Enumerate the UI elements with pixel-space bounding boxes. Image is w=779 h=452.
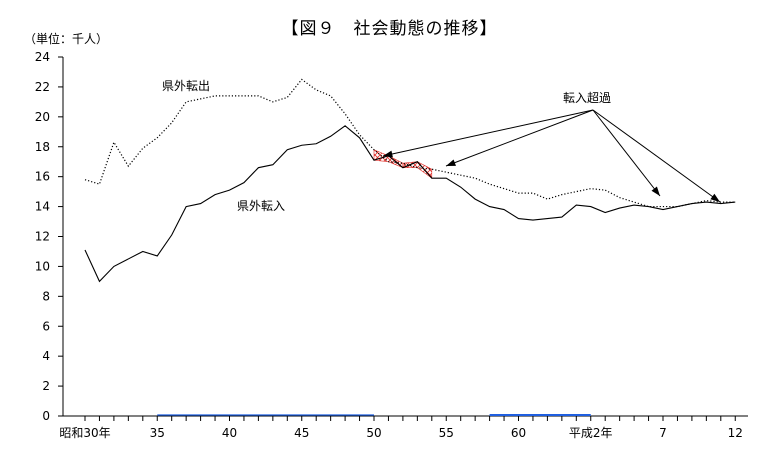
y-tick-label: 16	[35, 170, 50, 184]
y-tick-label: 8	[42, 289, 50, 303]
annotation-arrow	[382, 109, 594, 157]
arrow-head	[710, 193, 720, 202]
series-label-outflow: 県外転出	[162, 79, 210, 93]
series-line	[84, 78, 736, 208]
x-tick-label: 35	[150, 426, 165, 440]
y-tick-label: 22	[35, 80, 50, 94]
y-tick-label: 2	[42, 379, 50, 393]
x-tick-label: 55	[439, 426, 454, 440]
x-tick-label: 平成2年	[569, 426, 613, 440]
annotation-label: 転入超過	[563, 90, 611, 105]
annotation-arrow	[592, 109, 721, 203]
x-tick-label: 12	[728, 426, 743, 440]
x-tick-label: 昭和30年	[59, 426, 110, 440]
y-tick-label: 0	[42, 409, 50, 423]
x-tick-label: 60	[511, 426, 526, 440]
y-axis-unit-label: （単位：千人）	[24, 32, 109, 46]
y-tick-label: 14	[35, 200, 50, 214]
series-label-inflow: 県外転入	[237, 199, 285, 213]
y-tick-label: 6	[42, 319, 50, 333]
annotation-arrow	[445, 109, 594, 167]
arrow-head	[446, 159, 456, 166]
x-tick-label: 50	[366, 426, 381, 440]
x-tick-label: 40	[222, 426, 237, 440]
annotations: 転入超過	[382, 90, 721, 203]
arrow-head	[651, 186, 660, 196]
excess-regions	[373, 149, 433, 179]
y-tick-label: 24	[35, 50, 50, 64]
series-line	[84, 125, 736, 283]
y-tick-label: 20	[35, 110, 50, 124]
x-tick-label: 7	[659, 426, 667, 440]
y-tick-label: 12	[35, 230, 50, 244]
y-tick-label: 4	[42, 349, 50, 363]
x-tick-label: 45	[294, 426, 309, 440]
y-tick-label: 10	[35, 259, 50, 273]
y-tick-label: 18	[35, 140, 50, 154]
arrow-head	[383, 150, 393, 158]
chart-title: 【図９ 社会動態の推移】	[281, 19, 498, 39]
annotation-arrow	[592, 109, 661, 197]
